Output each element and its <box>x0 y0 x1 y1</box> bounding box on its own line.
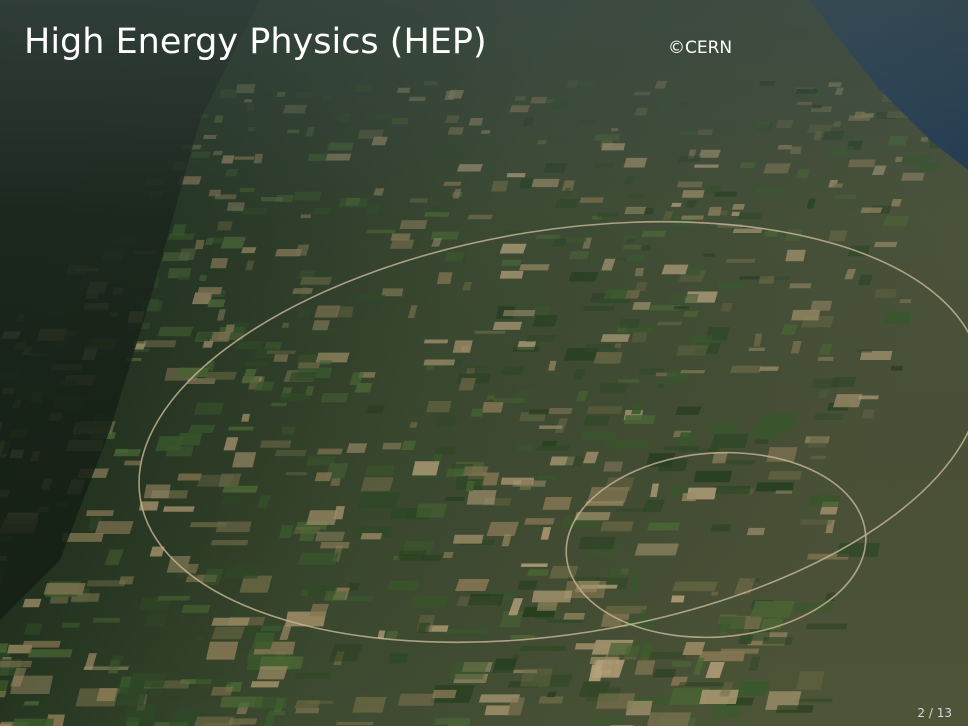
photo-credit: ©CERN <box>668 38 732 58</box>
aerial-photo <box>0 0 968 726</box>
slide: High Energy Physics (HEP) ©CERN 2 / 13 <box>0 0 968 726</box>
slide-title: High Energy Physics (HEP) <box>24 22 487 62</box>
haze <box>0 0 968 726</box>
page-number: 2 / 13 <box>917 706 952 720</box>
